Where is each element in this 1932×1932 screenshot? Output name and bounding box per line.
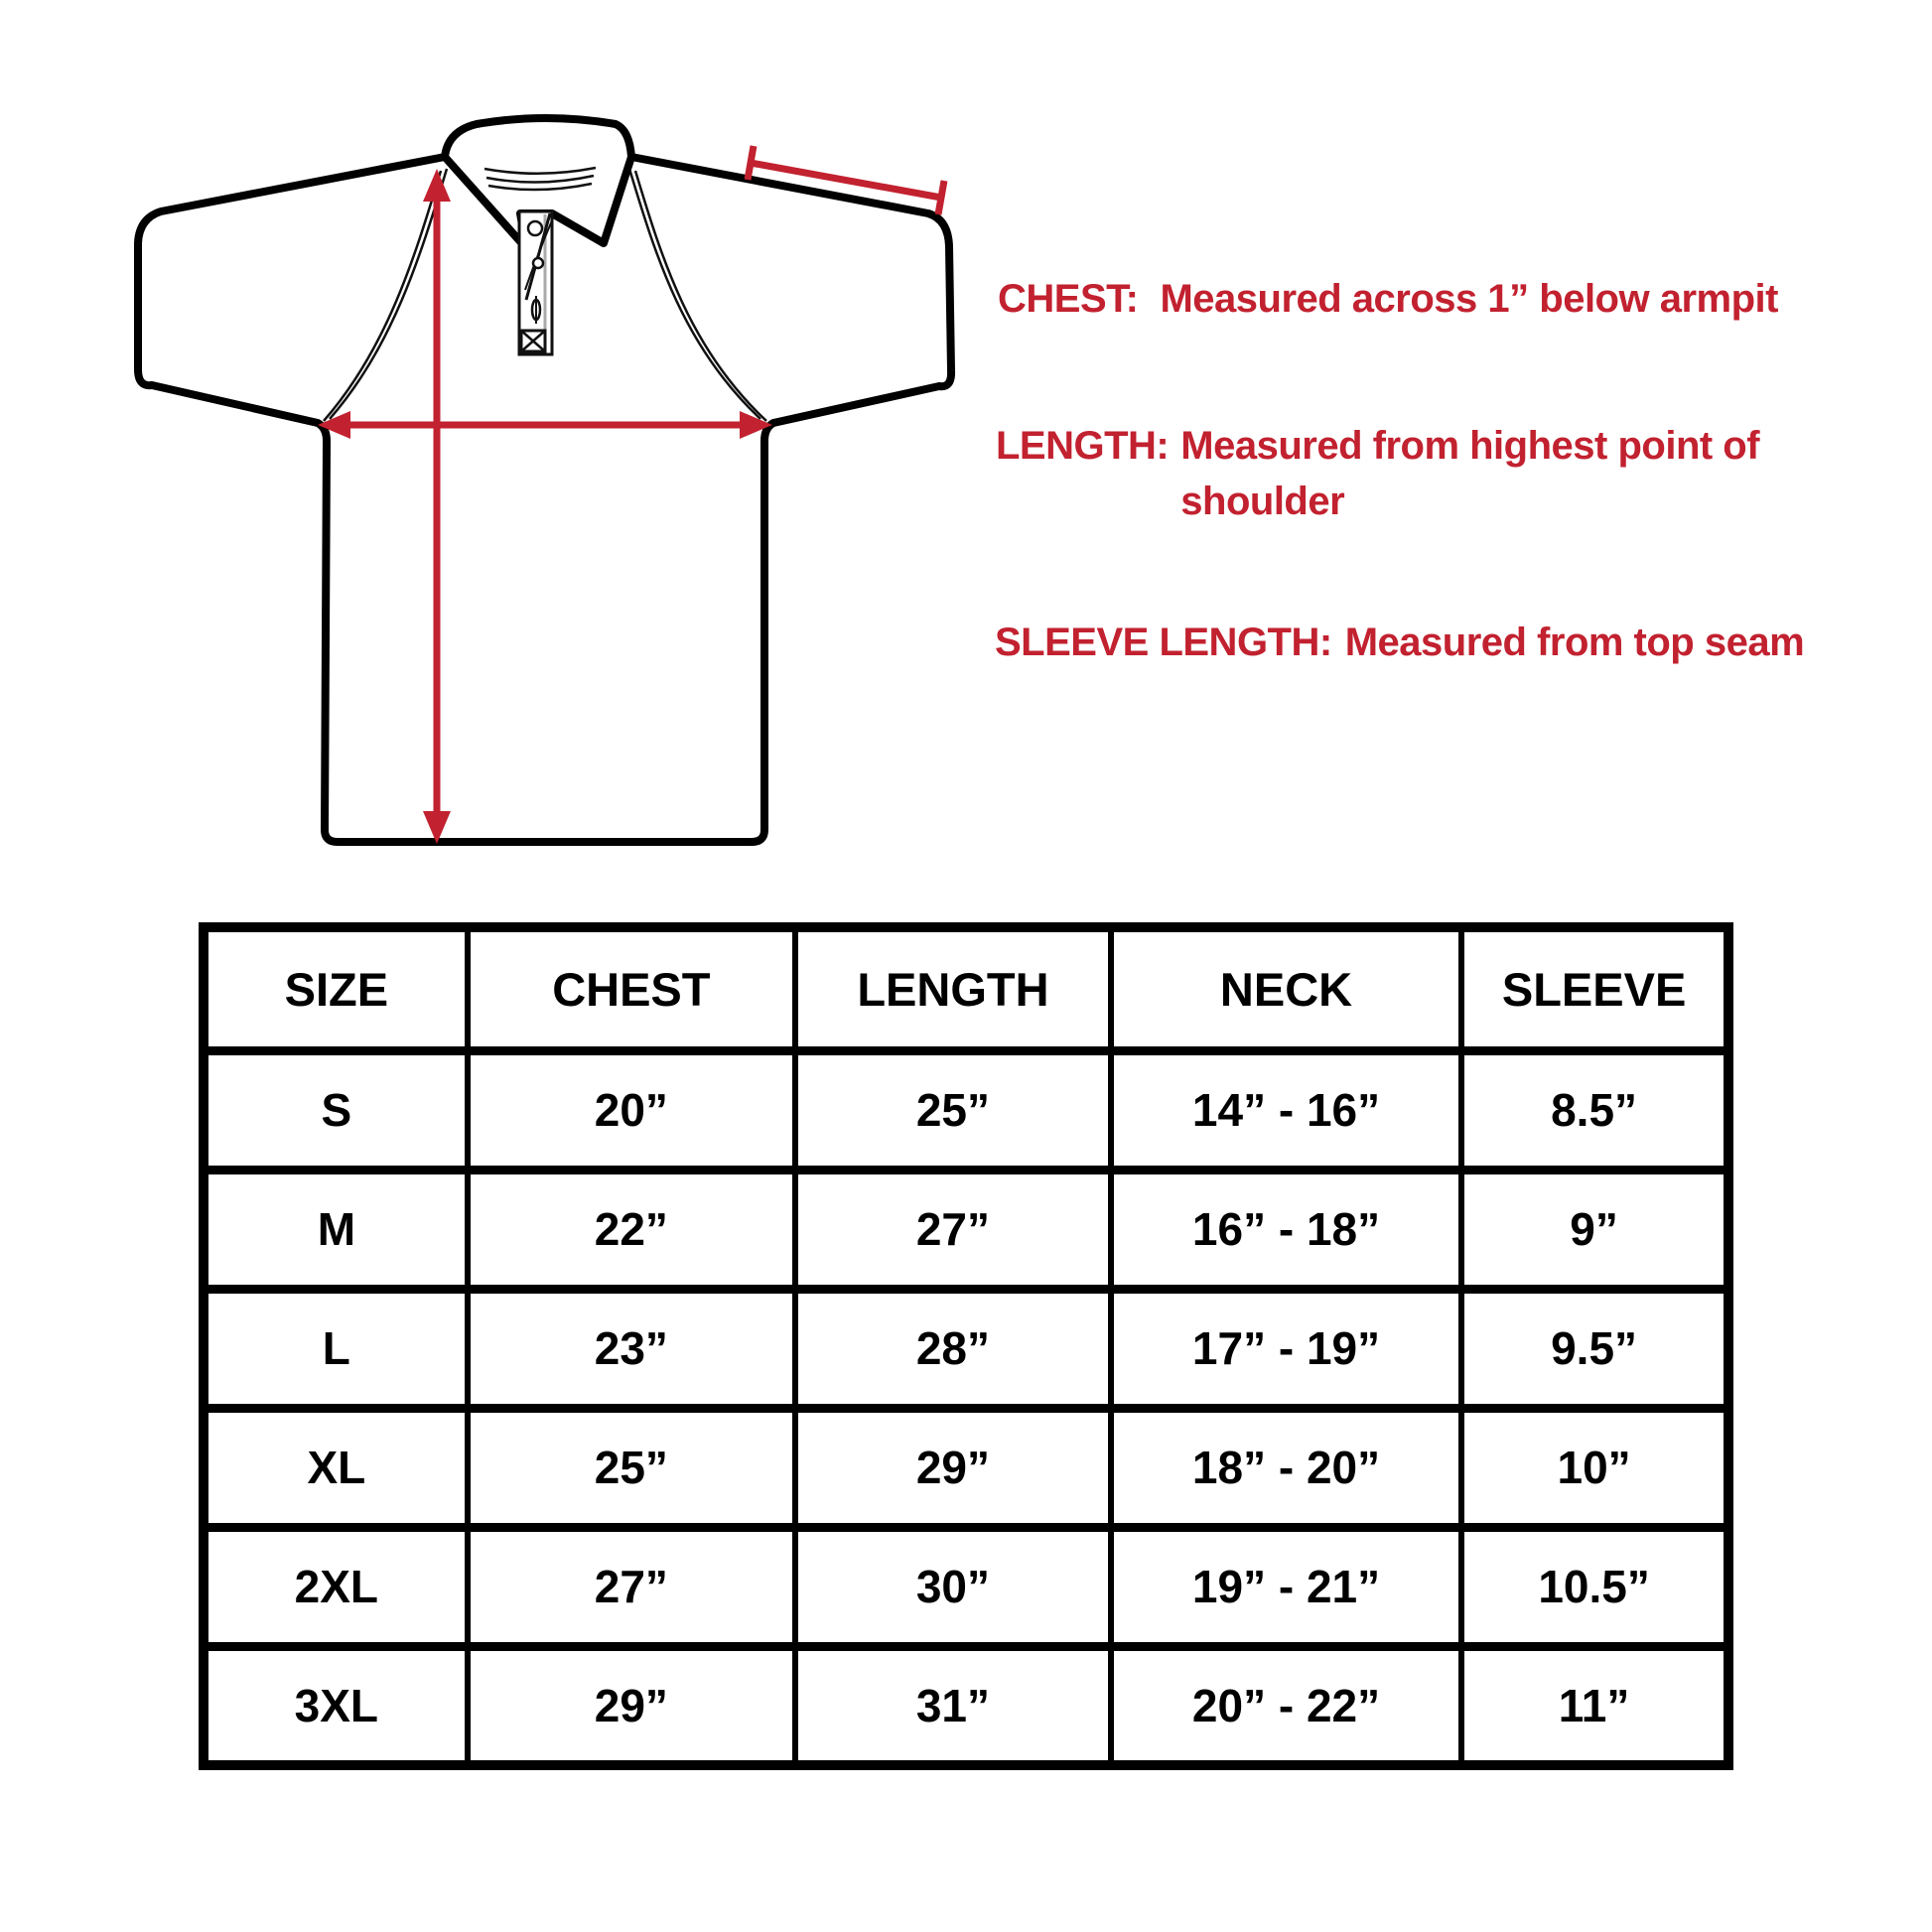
placket xyxy=(517,209,554,356)
cell-neck: 14” - 16” xyxy=(1107,1045,1465,1174)
cell-length: 30” xyxy=(791,1522,1114,1651)
cell-chest: 22” xyxy=(464,1165,798,1294)
cell-neck: 17” - 19” xyxy=(1107,1284,1465,1413)
column-header-sleeve: SLEEVE xyxy=(1458,922,1731,1055)
cell-length: 27” xyxy=(791,1165,1114,1294)
annotation-chest: CHEST: Measured across 1” below armpit xyxy=(998,271,1778,327)
cell-length: 28” xyxy=(791,1284,1114,1413)
cell-size: 3XL xyxy=(201,1641,471,1770)
cell-sleeve: 9.5” xyxy=(1458,1284,1731,1413)
cell-sleeve: 10.5” xyxy=(1458,1522,1731,1651)
cell-sleeve: 9” xyxy=(1458,1165,1731,1294)
cell-chest: 23” xyxy=(464,1284,798,1413)
cell-length: 31” xyxy=(791,1641,1114,1770)
cell-size: S xyxy=(201,1045,471,1174)
button-icon xyxy=(531,256,545,270)
annotation-chest-text: Measured across 1” below armpit xyxy=(1160,277,1778,321)
cell-size: XL xyxy=(201,1403,471,1532)
size-table-header: SIZE CHEST LENGTH NECK SLEEVE xyxy=(201,922,1731,1055)
table-row-3xl: 3XL 29” 31” 20” - 22” 11” xyxy=(201,1641,1731,1770)
table-row-l: L 23” 28” 17” - 19” 9.5” xyxy=(201,1284,1731,1413)
cell-chest: 27” xyxy=(464,1522,798,1651)
size-table-container: SIZE CHEST LENGTH NECK SLEEVE S 20” 25” 14” - 1… xyxy=(199,922,1733,1770)
collar-band-stitching xyxy=(483,166,597,192)
annotation-length-text: Measured from highest point of shoulder xyxy=(1180,424,1760,523)
chest-arrow xyxy=(318,411,772,439)
annotation-sleeve: SLEEVE LENGTH: Measured from top seam xyxy=(995,615,1805,670)
table-row-m: M 22” 27” 16” - 18” 9” xyxy=(201,1165,1731,1294)
button-icon xyxy=(526,219,544,237)
cell-sleeve: 10” xyxy=(1458,1403,1731,1532)
column-header-neck: NECK xyxy=(1107,922,1465,1055)
polo-shirt-diagram xyxy=(134,114,956,846)
cell-neck: 19” - 21” xyxy=(1107,1522,1465,1651)
shoulder-seams xyxy=(323,168,767,422)
cell-chest: 29” xyxy=(464,1641,798,1770)
annotation-sleeve-label: SLEEVE LENGTH: xyxy=(995,621,1332,664)
table-row-xl: XL 25” 29” 18” - 20” 10” xyxy=(201,1403,1731,1532)
column-header-size: SIZE xyxy=(201,922,471,1055)
size-table-body: S 20” 25” 14” - 16” 8.5” M 22” 27” 16” - 18” 9” L 2… xyxy=(201,1045,1731,1770)
cell-length: 25” xyxy=(791,1045,1114,1174)
annotation-sleeve-text: Measured from top seam xyxy=(1344,621,1805,664)
cell-size: M xyxy=(201,1165,471,1294)
size-table: SIZE CHEST LENGTH NECK SLEEVE S 20” 25” 14” - 1… xyxy=(199,922,1733,1770)
cell-neck: 18” - 20” xyxy=(1107,1403,1465,1532)
shirt-body-outline xyxy=(134,153,956,846)
length-arrow xyxy=(423,169,451,844)
cell-neck: 20” - 22” xyxy=(1107,1641,1465,1770)
cell-length: 29” xyxy=(791,1403,1114,1532)
cell-chest: 25” xyxy=(464,1403,798,1532)
table-row-s: S 20” 25” 14” - 16” 8.5” xyxy=(201,1045,1731,1174)
cell-sleeve: 8.5” xyxy=(1458,1045,1731,1174)
column-header-length: LENGTH xyxy=(791,922,1114,1055)
cell-sleeve: 11” xyxy=(1458,1641,1731,1770)
annotation-length: LENGTH: Measured from highest point of s… xyxy=(996,418,1816,529)
header-row: SIZE CHEST LENGTH NECK SLEEVE xyxy=(201,922,1731,1055)
sleeve-length-arrow xyxy=(744,145,948,215)
cell-neck: 16” - 18” xyxy=(1107,1165,1465,1294)
annotation-length-label: LENGTH: xyxy=(996,424,1170,468)
annotation-chest-label: CHEST: xyxy=(998,277,1139,321)
table-row-2xl: 2XL 27” 30” 19” - 21” 10.5” xyxy=(201,1522,1731,1651)
cell-chest: 20” xyxy=(464,1045,798,1174)
cell-size: L xyxy=(201,1284,471,1413)
cell-size: 2XL xyxy=(201,1522,471,1651)
column-header-chest: CHEST xyxy=(464,922,798,1055)
